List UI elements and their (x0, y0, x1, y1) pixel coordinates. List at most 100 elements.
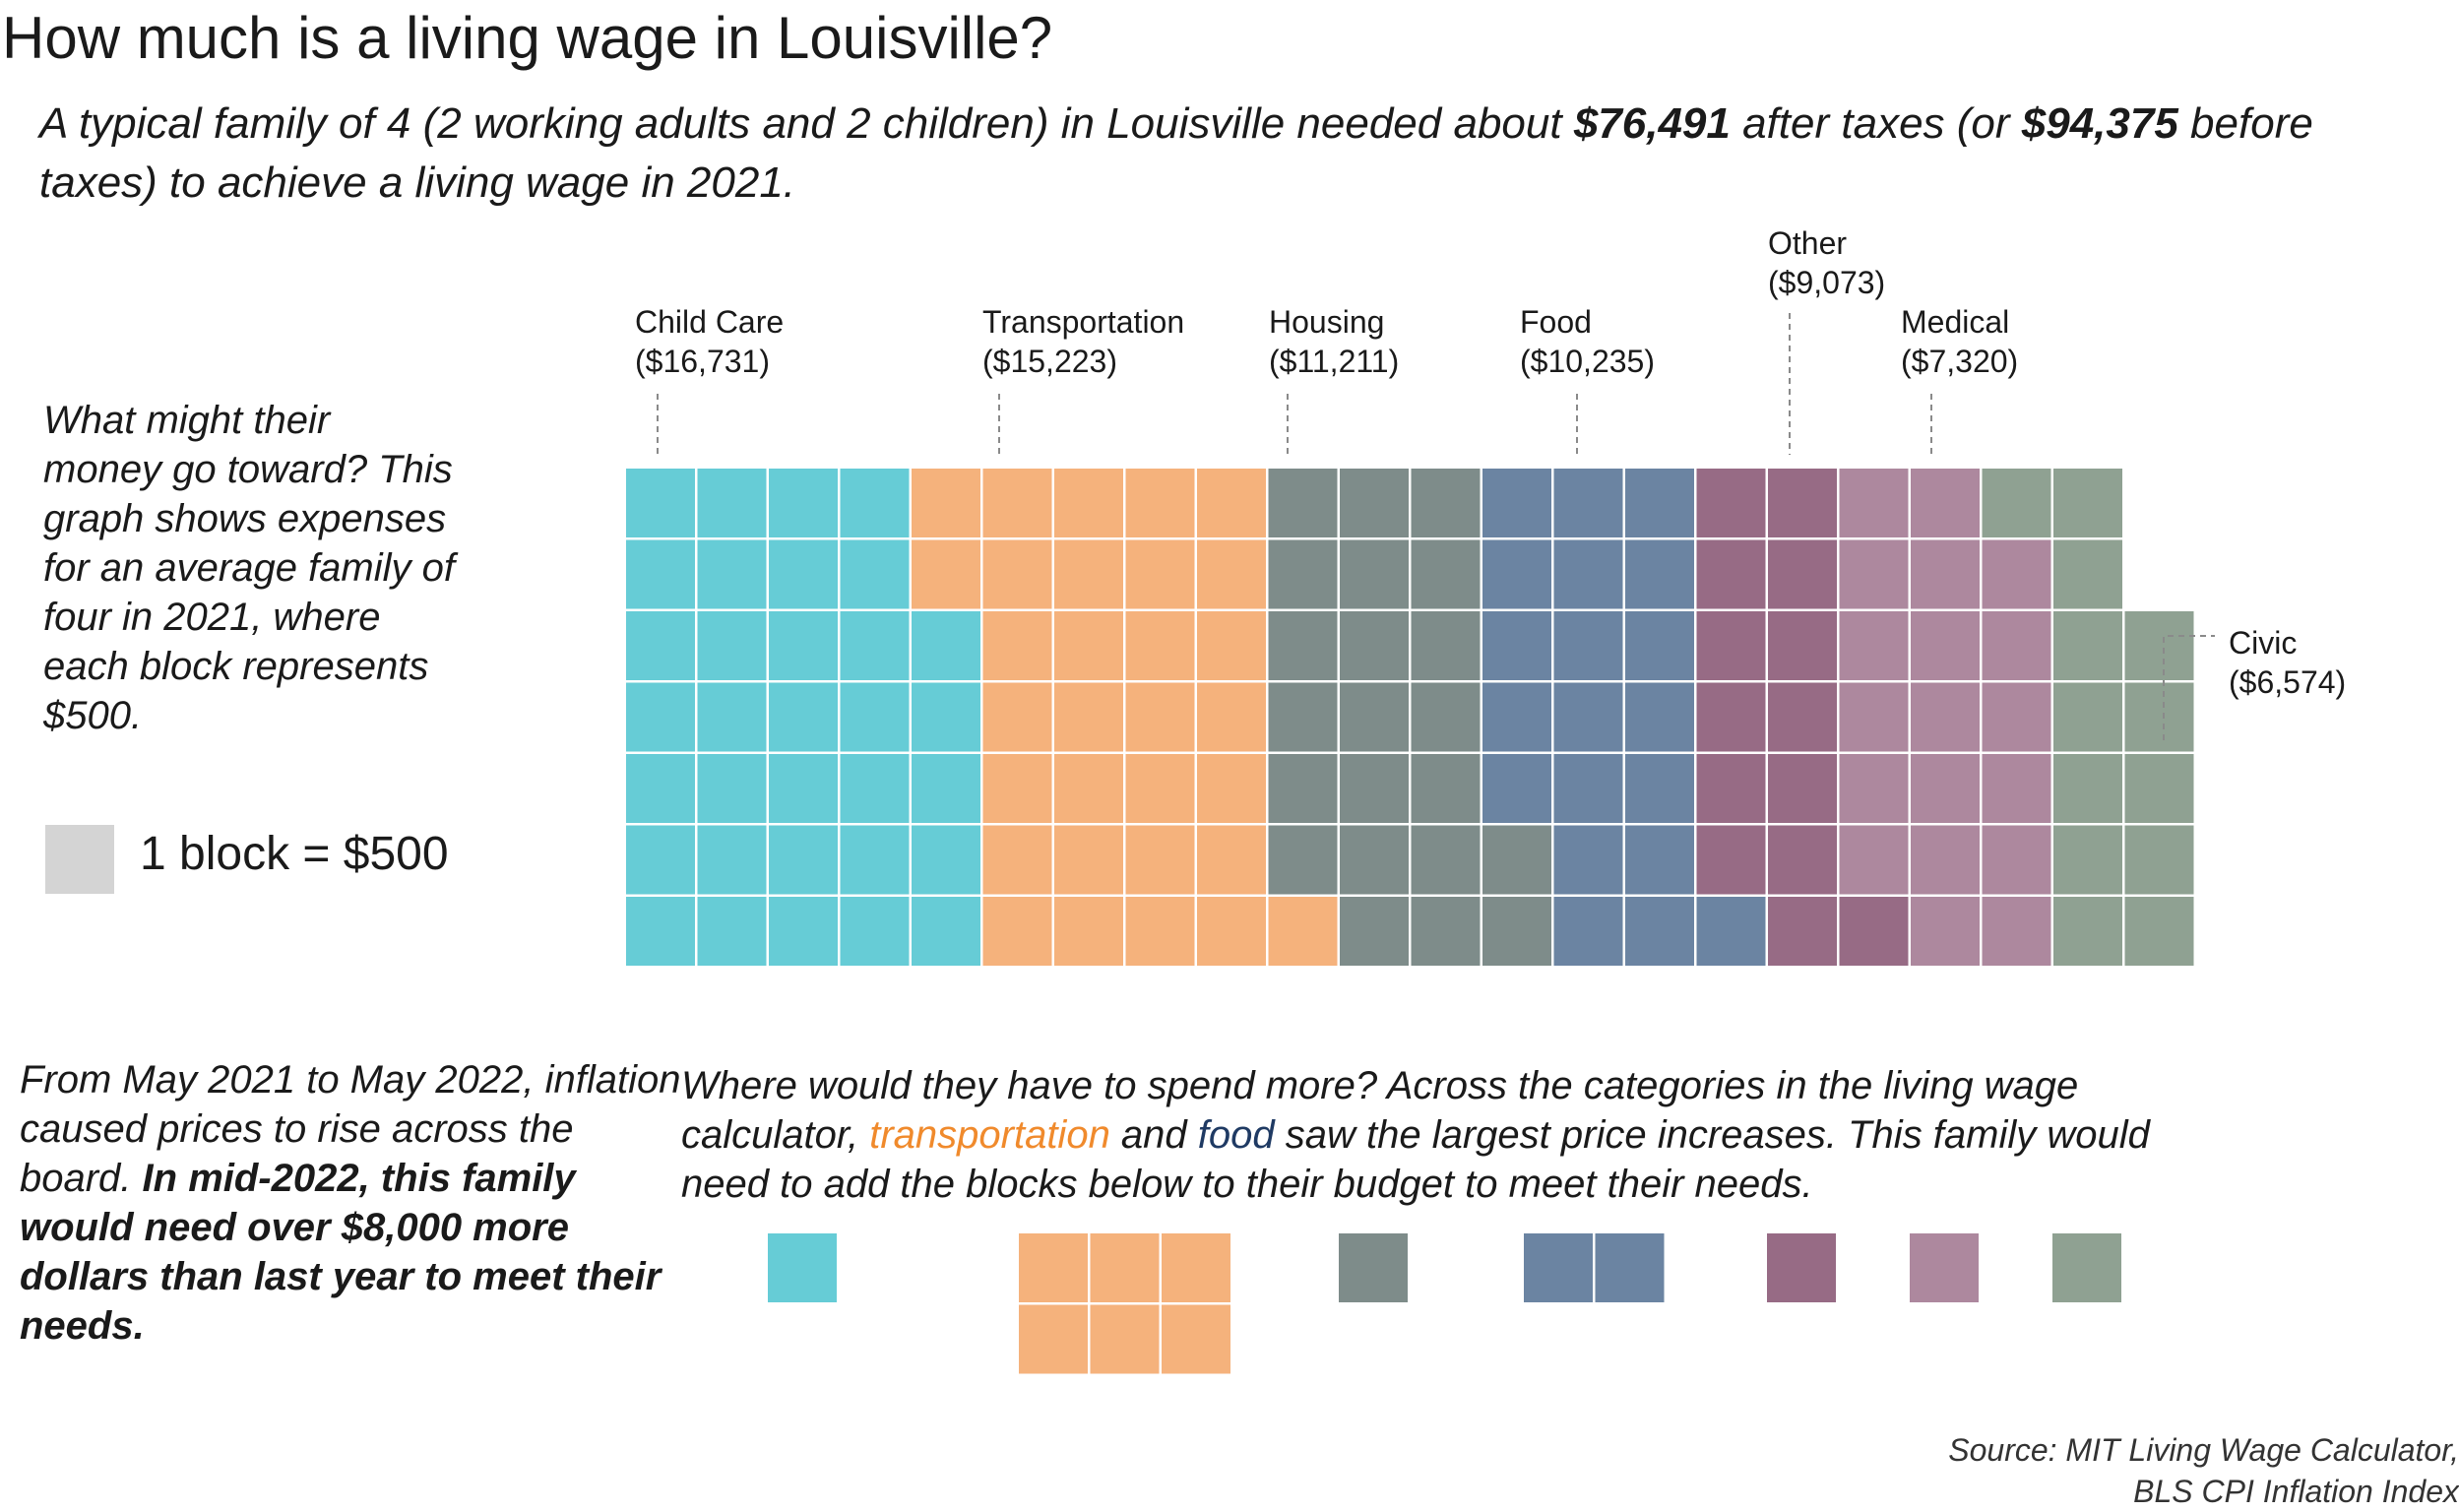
waffle-block-child-care (626, 539, 695, 609)
waffle-block-transportation (1197, 754, 1266, 823)
waffle-block-medical (1911, 754, 1980, 823)
waffle-block-transportation (1125, 825, 1195, 895)
waffle-block-food (1625, 754, 1694, 823)
category-label-food: Food (1520, 304, 1592, 340)
waffle-block-other (1768, 469, 1837, 537)
waffle-block-civic (2124, 682, 2194, 752)
waffle-block-transportation (1125, 539, 1195, 609)
waffle-block-other (1768, 825, 1837, 895)
waffle-cells (626, 469, 2194, 966)
added-block-food (1524, 1233, 1593, 1302)
waffle-block-housing (1268, 469, 1338, 537)
increase-note-part-1: Where would they have to spend more? Acr… (681, 1064, 2079, 1157)
waffle-block-medical (1839, 469, 1909, 537)
waffle-block-medical (1982, 754, 2051, 823)
waffle-block-child-care (912, 825, 980, 895)
waffle-block-civic (2124, 825, 2194, 895)
waffle-block-medical (1911, 539, 1980, 609)
waffle-block-child-care (626, 469, 695, 537)
waffle-block-housing (1340, 611, 1409, 680)
category-value-child-care: ($16,731) (635, 344, 770, 379)
waffle-block-civic (2124, 611, 2194, 680)
waffle-block-transportation (982, 611, 1052, 680)
waffle-block-transportation (1197, 611, 1266, 680)
waffle-block-civic (2053, 611, 2122, 680)
waffle-block-food (1482, 611, 1551, 680)
waffle-block-other (1696, 469, 1766, 537)
waffle-block-food (1482, 539, 1551, 609)
waffle-block-child-care (769, 469, 838, 537)
increase-note: Where would they have to spend more? Acr… (681, 1061, 2197, 1209)
waffle-block-transportation (1054, 682, 1123, 752)
waffle-block-food (1625, 825, 1694, 895)
waffle-block-housing (1411, 469, 1481, 537)
waffle-block-transportation (982, 682, 1052, 752)
waffle-block-food (1553, 825, 1623, 895)
waffle-block-child-care (697, 469, 767, 537)
waffle-block-child-care (769, 825, 838, 895)
waffle-block-other (1696, 682, 1766, 752)
waffle-block-civic (2124, 897, 2194, 966)
legend-swatch (45, 825, 114, 894)
waffle-block-other (1839, 754, 1909, 823)
category-value-food: ($10,235) (1520, 344, 1655, 379)
waffle-block-food (1553, 682, 1623, 752)
waffle-block-transportation (1125, 754, 1195, 823)
waffle-block-child-care (840, 825, 910, 895)
before-tax-amount: $94,375 (2021, 99, 2178, 148)
waffle-block-housing (1268, 611, 1338, 680)
waffle-block-other (1839, 825, 1909, 895)
waffle-block-food (1482, 469, 1551, 537)
category-value-other: ($9,073) (1768, 265, 1885, 300)
added-block-transportation (1019, 1304, 1088, 1374)
waffle-block-medical (1911, 897, 1980, 966)
waffle-block-transportation (1125, 469, 1195, 537)
legend-label: 1 block = $500 (140, 828, 449, 880)
waffle-block-food (1625, 682, 1694, 752)
waffle-block-food (1482, 754, 1551, 823)
waffle-block-child-care (697, 825, 767, 895)
waffle-block-child-care (769, 611, 838, 680)
waffle-block-child-care (626, 825, 695, 895)
waffle-block-housing (1482, 825, 1551, 895)
label-leaders (657, 313, 2215, 740)
added-blocks (768, 1233, 2121, 1374)
waffle-block-other (1768, 682, 1837, 752)
waffle-block-child-care (912, 611, 980, 680)
waffle-block-child-care (697, 897, 767, 966)
waffle-block-child-care (840, 682, 910, 752)
source-note: Source: MIT Living Wage Calculator, BLS … (1770, 1429, 2459, 1512)
waffle-block-transportation (1054, 611, 1123, 680)
waffle-block-housing (1411, 682, 1481, 752)
waffle-block-food (1625, 897, 1694, 966)
waffle-block-food (1625, 539, 1694, 609)
added-block-other (1767, 1233, 1836, 1302)
waffle-block-food (1482, 682, 1551, 752)
category-label-other: Other (1768, 225, 1847, 261)
waffle-block-transportation (1197, 469, 1266, 537)
waffle-block-housing (1268, 754, 1338, 823)
waffle-block-medical (1982, 539, 2051, 609)
waffle-block-civic (2053, 469, 2122, 537)
category-label-transportation: Transportation (982, 304, 1184, 340)
category-value-medical: ($7,320) (1901, 344, 2018, 379)
category-value-housing: ($11,211) (1269, 344, 1399, 379)
waffle-block-child-care (840, 754, 910, 823)
waffle-block-medical (1982, 825, 2051, 895)
inflation-note-text: From May 2021 to May 2022, inflation cau… (20, 1058, 681, 1200)
waffle-block-other (1768, 897, 1837, 966)
waffle-block-transportation (1197, 539, 1266, 609)
waffle-block-civic (2053, 754, 2122, 823)
added-block-food (1595, 1233, 1665, 1302)
category-value-transportation: ($15,223) (982, 344, 1117, 379)
added-block-housing (1339, 1233, 1408, 1302)
waffle-block-civic (2053, 539, 2122, 609)
after-tax-amount: $76,491 (1573, 99, 1731, 148)
waffle-block-transportation (1125, 897, 1195, 966)
waffle-block-other (1696, 539, 1766, 609)
waffle-block-medical (1911, 825, 1980, 895)
increase-note-part-2: and (1109, 1113, 1198, 1157)
waffle-block-transportation (1197, 825, 1266, 895)
category-label-child-care: Child Care (635, 304, 784, 340)
